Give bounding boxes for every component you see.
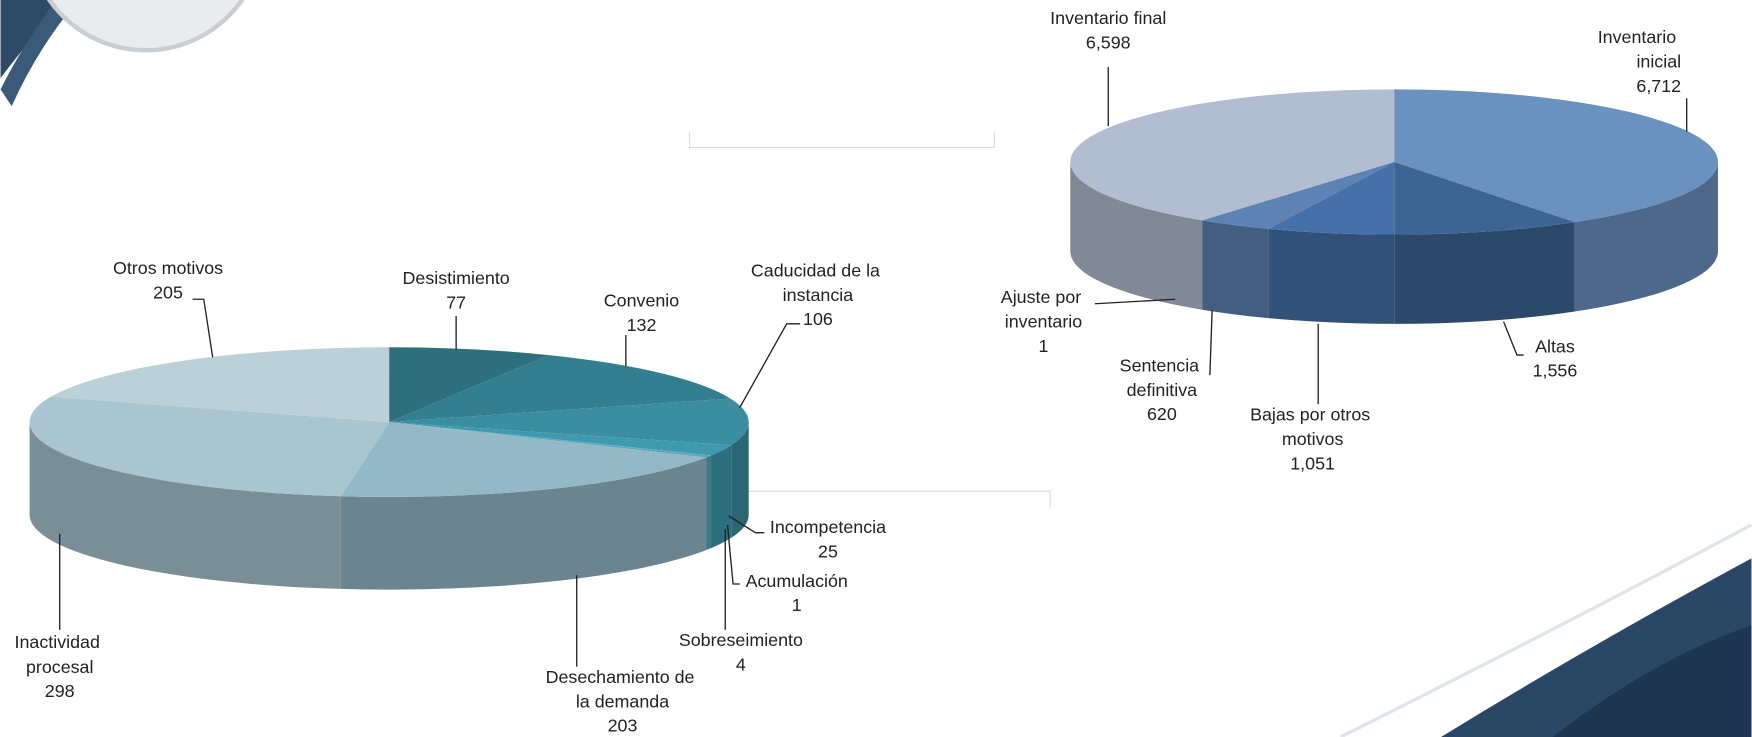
slice-value: 6,598 bbox=[1086, 32, 1131, 52]
slice-label: Incompetencia bbox=[770, 517, 886, 537]
pie-slice bbox=[1394, 161, 1575, 235]
label-line: Altas bbox=[1535, 336, 1575, 356]
leader-line bbox=[1209, 310, 1213, 376]
pie-slice bbox=[389, 422, 711, 458]
pie-slice bbox=[389, 347, 549, 423]
pie-slice-side bbox=[1394, 222, 1575, 324]
leader-line bbox=[192, 298, 214, 358]
pie-slice bbox=[1202, 161, 1395, 221]
pie-slice bbox=[1394, 89, 1718, 223]
pie-slice-side bbox=[710, 455, 712, 549]
pie-slice bbox=[29, 396, 390, 497]
slice-value: 1,051 bbox=[1290, 453, 1335, 473]
slice-value: 25 bbox=[818, 541, 838, 561]
pie-slice-side bbox=[1202, 220, 1269, 319]
label-line: Sentencia bbox=[1120, 355, 1204, 375]
label-line: inicial bbox=[1636, 51, 1681, 71]
pie-slice-side bbox=[1268, 228, 1395, 324]
slice-value: 77 bbox=[446, 292, 466, 312]
slice-label: Altas bbox=[1535, 336, 1575, 356]
slice-value: 6,712 bbox=[1636, 76, 1681, 96]
label-line: Ajuste por bbox=[1001, 287, 1086, 307]
pie-slice bbox=[389, 422, 732, 456]
label-line: Otros motivos bbox=[113, 258, 223, 278]
pie bbox=[29, 347, 749, 590]
label-line: motivos bbox=[1282, 429, 1344, 449]
pie-slice-side bbox=[340, 457, 707, 590]
label-line: definitiva bbox=[1127, 380, 1198, 400]
label-line: procesal bbox=[26, 656, 94, 676]
label-line: Desechamiento de bbox=[546, 667, 700, 687]
pie-slice-side bbox=[706, 455, 711, 551]
pie-slice bbox=[389, 398, 749, 446]
slice-label: Inactividad procesal bbox=[15, 632, 105, 677]
label-line: Sobreseimiento bbox=[679, 630, 803, 650]
slice-value: 620 bbox=[1147, 404, 1177, 424]
slice-label: Caducidad de la instancia bbox=[751, 260, 885, 305]
slice-value: 106 bbox=[803, 309, 833, 329]
leader-line bbox=[1502, 321, 1524, 356]
label-line: Convenio bbox=[604, 290, 680, 310]
leader-line bbox=[1094, 298, 1176, 305]
pie-slice bbox=[389, 355, 731, 423]
label-line: Inventario bbox=[1598, 27, 1681, 47]
pie-slice bbox=[389, 422, 712, 456]
slice-label: Convenio bbox=[604, 290, 680, 310]
pie-slice-side bbox=[29, 422, 341, 589]
label-line: Inactividad bbox=[15, 632, 105, 652]
slice-label: Inventario final bbox=[1050, 8, 1166, 28]
leader-line bbox=[726, 524, 740, 585]
slice-value: 132 bbox=[627, 315, 657, 335]
slice-label: Sentencia definitiva bbox=[1120, 355, 1204, 400]
slice-label: Inventario inicial bbox=[1598, 27, 1681, 72]
slice-value: 1 bbox=[1039, 336, 1049, 356]
label-line: instancia bbox=[783, 285, 854, 305]
pie-slice-side bbox=[1070, 161, 1203, 310]
pie-slice-side bbox=[711, 445, 732, 549]
leader-line bbox=[728, 515, 765, 534]
slice-label: Sobreseimiento bbox=[679, 630, 803, 650]
label-line: Incompetencia bbox=[770, 517, 886, 537]
slice-label: Desistimiento bbox=[403, 268, 510, 288]
slice-label: Acumulación bbox=[746, 571, 848, 591]
pie-slice bbox=[340, 422, 707, 497]
label-line: Bajas por otros bbox=[1250, 404, 1375, 424]
label-line: Desistimiento bbox=[403, 268, 510, 288]
leader-line bbox=[739, 323, 801, 408]
slice-value: 4 bbox=[736, 654, 746, 674]
label-line: Caducidad de la bbox=[751, 260, 885, 280]
slice-value: 203 bbox=[608, 716, 638, 736]
label-line: Acumulación bbox=[746, 571, 848, 591]
label-line: la demanda bbox=[576, 691, 669, 711]
pie bbox=[1070, 89, 1718, 324]
slice-label: Ajuste por inventario bbox=[1001, 287, 1086, 332]
pie-slice-side bbox=[731, 422, 749, 538]
pie-slice bbox=[1070, 89, 1395, 221]
slice-label: Desechamiento de la demanda bbox=[546, 667, 700, 712]
slice-label: Otros motivos bbox=[113, 258, 223, 278]
label-line: inventario bbox=[1005, 311, 1083, 331]
slice-value: 1 bbox=[792, 595, 802, 615]
pie-slice-side bbox=[1574, 161, 1718, 312]
pie-slice bbox=[1268, 161, 1395, 235]
pie-slice bbox=[50, 347, 390, 423]
slice-value: 298 bbox=[45, 681, 75, 701]
slice-value: 1,556 bbox=[1533, 361, 1578, 381]
slice-value: 205 bbox=[153, 282, 183, 302]
label-line: Inventario final bbox=[1050, 8, 1166, 28]
pie-slice bbox=[1202, 161, 1395, 229]
slice-label: Bajas por otros motivos bbox=[1250, 404, 1375, 449]
